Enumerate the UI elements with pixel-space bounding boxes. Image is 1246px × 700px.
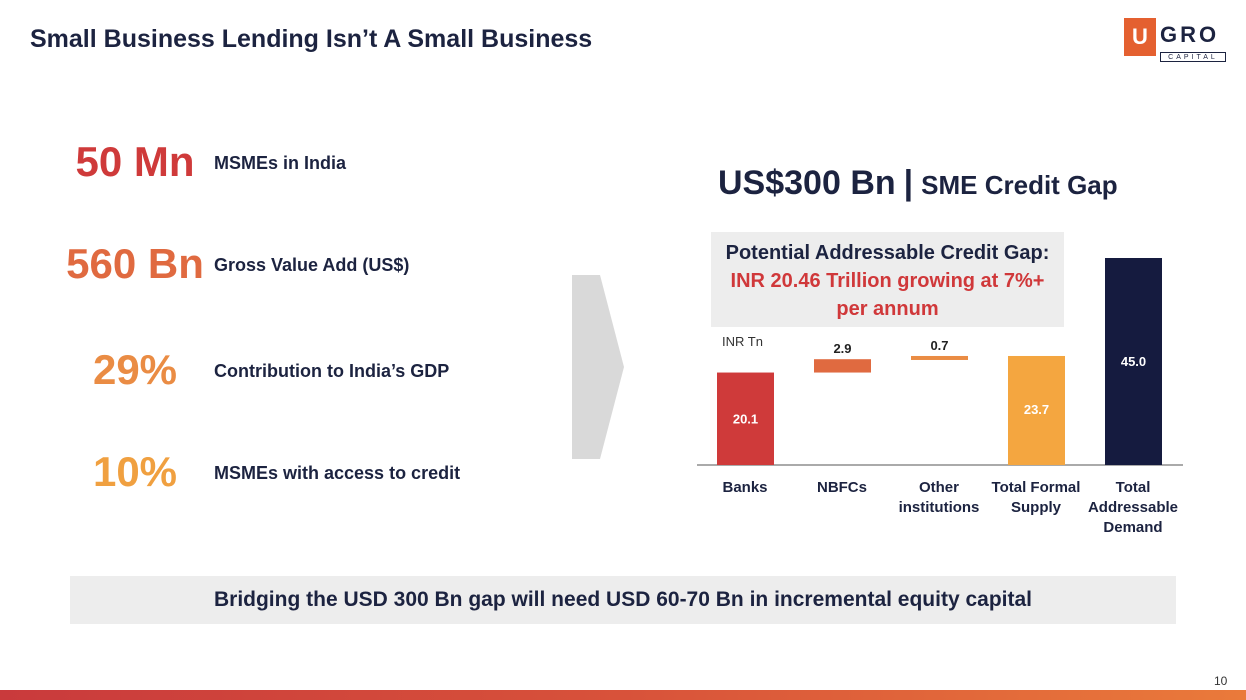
ugro-capital-logo: U GRO CAPITAL [1124, 18, 1228, 64]
stat-label: MSMEs with access to credit [214, 463, 461, 483]
page-number: 10 [1214, 674, 1228, 688]
logo-letter: U [1124, 18, 1156, 56]
stat-gdp: 29% Contribution to India’s GDP [60, 346, 520, 402]
potential-line-1: Potential Addressable Credit Gap: [725, 242, 1050, 264]
category-label-banks: Banks [722, 479, 768, 496]
data-label-2: 2.9 [833, 341, 851, 356]
stat-label: Contribution to India’s GDP [214, 361, 450, 381]
stat-gva: 560 Bn Gross Value Add (US$) [60, 240, 520, 296]
potential-gap-box: Potential Addressable Credit Gap: INR 20… [711, 232, 1064, 327]
category-label-addressable-demand: Total Addressable Demand [1087, 479, 1179, 536]
data-label-5: 45.0 [1121, 354, 1146, 369]
stat-label: MSMEs in India [214, 153, 347, 173]
potential-line-2: INR 20.46 Trillion growing at 7%+ [730, 270, 1045, 292]
category-label-other: Other institutions [898, 479, 980, 516]
heading-separator: | [903, 164, 914, 202]
footer-stripe [0, 690, 1246, 700]
bar-1 [717, 372, 774, 465]
credit-gap-label: SME Credit Gap [921, 170, 1118, 200]
stat-value: 10% [92, 448, 178, 495]
stat-value: 29% [92, 346, 178, 393]
category-label-formal-supply: Total Formal Supply [991, 479, 1081, 516]
credit-gap-amount: US$300 Bn [718, 164, 896, 202]
logo-subtitle: CAPITAL [1160, 52, 1226, 62]
stat-credit-access: 10% MSMEs with access to credit [60, 448, 520, 504]
chevron-right-icon [572, 275, 624, 459]
equity-capital-banner: Bridging the USD 300 Bn gap will need US… [70, 576, 1176, 624]
bar-4 [1008, 355, 1065, 465]
stat-msmes: 50 Mn MSMEs in India [60, 138, 520, 194]
data-label-1: 20.1 [733, 412, 758, 427]
credit-gap-heading: US$300 Bn | SME Credit Gap [718, 164, 1118, 203]
banner-text: Bridging the USD 300 Bn gap will need US… [213, 588, 1032, 611]
category-label-nbfcs: NBFCs [816, 479, 867, 496]
stat-value: 50 Mn [75, 138, 195, 185]
bar-5 [1105, 258, 1162, 465]
logo-name: GRO [1160, 22, 1220, 47]
chart-unit-label: INR Tn [722, 334, 763, 349]
page-title: Small Business Lending Isn’t A Small Bus… [30, 25, 593, 53]
bar-2 [814, 359, 871, 373]
data-label-4: 23.7 [1024, 402, 1049, 417]
data-label-3: 0.7 [930, 338, 948, 353]
bar-3 [911, 355, 968, 360]
potential-line-3: per annum [836, 298, 939, 320]
stat-value: 560 Bn [66, 240, 204, 287]
stat-label: Gross Value Add (US$) [214, 255, 410, 275]
